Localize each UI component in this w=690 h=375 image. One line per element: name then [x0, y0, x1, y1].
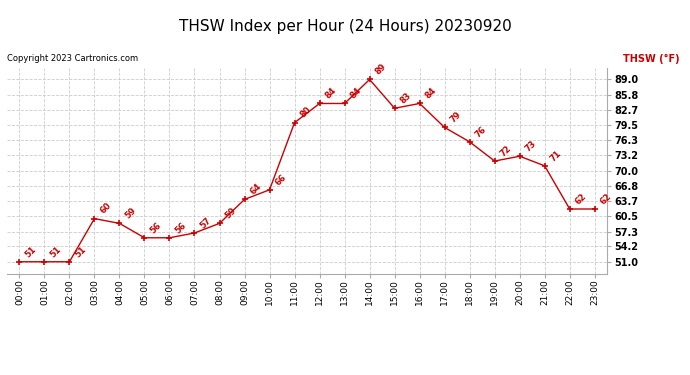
Text: Copyright 2023 Cartronics.com: Copyright 2023 Cartronics.com [7, 54, 138, 63]
Text: 79: 79 [448, 110, 463, 125]
Text: 72: 72 [499, 144, 513, 158]
Text: 84: 84 [424, 86, 438, 101]
Text: 64: 64 [248, 182, 264, 196]
Text: 62: 62 [599, 192, 613, 206]
Text: 56: 56 [174, 220, 188, 235]
Text: 56: 56 [148, 220, 164, 235]
Text: 84: 84 [348, 86, 364, 101]
Text: 59: 59 [224, 206, 238, 220]
Text: THSW Index per Hour (24 Hours) 20230920: THSW Index per Hour (24 Hours) 20230920 [179, 19, 511, 34]
Text: 76: 76 [474, 124, 489, 139]
Text: 66: 66 [274, 172, 288, 187]
Text: 51: 51 [48, 244, 63, 259]
Text: THSW (°F): THSW (°F) [623, 54, 680, 64]
Text: 57: 57 [199, 216, 213, 230]
Text: 73: 73 [524, 139, 538, 153]
Text: 84: 84 [324, 86, 338, 101]
Text: 60: 60 [99, 201, 113, 216]
Text: 83: 83 [399, 91, 413, 105]
Text: 89: 89 [374, 62, 388, 77]
Text: 51: 51 [74, 244, 88, 259]
Text: 71: 71 [549, 148, 564, 163]
Text: 80: 80 [299, 105, 313, 120]
Text: 62: 62 [574, 192, 589, 206]
Text: 59: 59 [124, 206, 138, 220]
Text: 51: 51 [23, 244, 38, 259]
